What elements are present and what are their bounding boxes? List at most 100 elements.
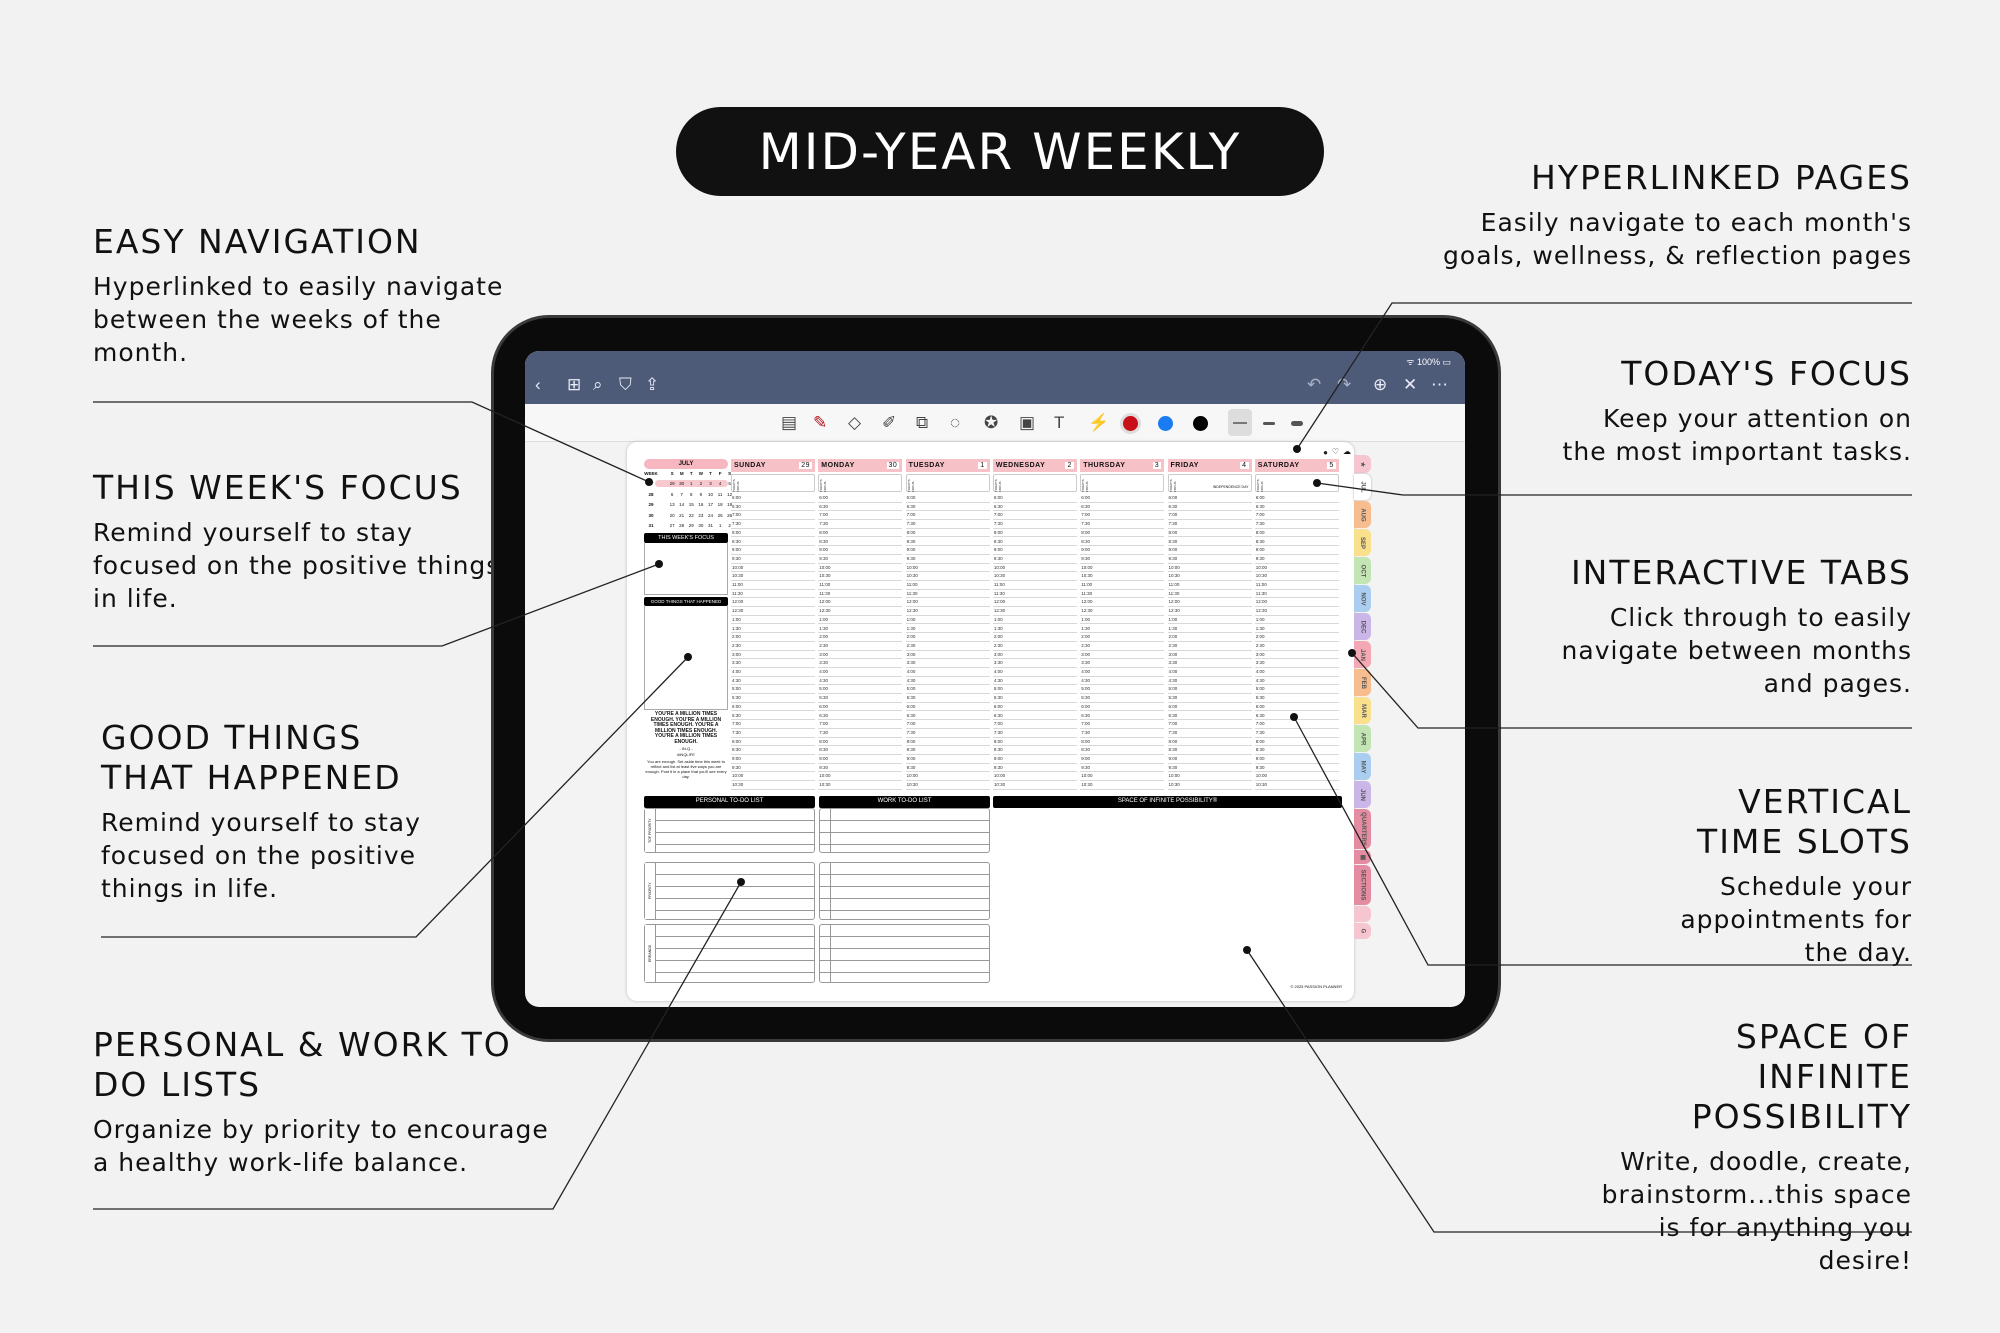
tab-may[interactable]: MAY — [1354, 753, 1371, 780]
time-slot[interactable]: 7:00 — [731, 720, 815, 729]
time-slot[interactable]: 5:00 — [731, 685, 815, 695]
time-slot[interactable]: 10:00 — [1167, 564, 1252, 573]
time-slot[interactable]: 10:30 — [992, 572, 1077, 581]
time-slot[interactable]: 6:00 — [992, 494, 1077, 503]
time-slot[interactable]: 6:00 — [992, 703, 1077, 712]
share-icon[interactable]: ⇪ — [645, 375, 660, 394]
tab-dec[interactable]: DEC — [1354, 613, 1371, 640]
tab-jun[interactable]: JUN — [1354, 781, 1371, 808]
time-slot[interactable]: 6:30 — [992, 712, 1077, 721]
week-link[interactable]: 28 — [648, 491, 654, 497]
personal-list-section[interactable]: PRIORITY — [644, 862, 815, 920]
time-slot[interactable]: 7:00 — [1080, 720, 1165, 729]
time-slot[interactable]: 6:30 — [1080, 503, 1165, 512]
time-slot[interactable]: 6:00 — [731, 703, 815, 712]
pen-icon[interactable]: ✎ — [813, 413, 828, 432]
time-slot[interactable]: 6:30 — [992, 503, 1077, 512]
time-slot[interactable]: 10:30 — [992, 781, 1077, 790]
time-slot[interactable]: 6:30 — [818, 712, 903, 721]
time-slot[interactable]: 3:30 — [1167, 659, 1252, 668]
day-date[interactable]: 5 — [1327, 462, 1336, 469]
time-slot[interactable]: 1:30 — [992, 625, 1077, 634]
time-slot[interactable]: 10:30 — [1080, 572, 1165, 581]
time-slot[interactable]: 12:00 — [1254, 598, 1339, 608]
cloud-icon[interactable]: ☁ — [1343, 447, 1351, 456]
time-slot[interactable]: 10:30 — [731, 781, 815, 790]
time-slot[interactable]: 6:30 — [905, 503, 990, 512]
time-slot[interactable]: 12:30 — [731, 607, 815, 616]
time-slot[interactable]: 10:30 — [905, 781, 990, 790]
time-slot[interactable]: 8:00 — [731, 529, 815, 538]
time-slot[interactable]: 7:00 — [1080, 511, 1165, 521]
time-slot[interactable]: 10:30 — [1254, 781, 1339, 790]
time-slot[interactable]: 1:00 — [905, 616, 990, 625]
time-slot[interactable]: 3:30 — [992, 659, 1077, 668]
heart-icon[interactable]: ♡ — [1331, 447, 1339, 456]
time-slot[interactable]: 11:00 — [992, 581, 1077, 590]
time-slot[interactable]: 10:30 — [818, 781, 903, 790]
time-slot[interactable]: 5:30 — [818, 694, 903, 703]
time-slot[interactable]: 8:00 — [731, 738, 815, 747]
time-slot[interactable]: 4:30 — [818, 677, 903, 686]
time-slot[interactable]: 9:30 — [1167, 764, 1252, 773]
time-slot[interactable]: 6:00 — [1167, 703, 1252, 712]
time-slot[interactable]: 6:30 — [1167, 712, 1252, 721]
time-slot[interactable]: 10:30 — [1167, 572, 1252, 581]
time-slot[interactable]: 6:30 — [1080, 712, 1165, 721]
time-slot[interactable]: 8:30 — [905, 746, 990, 755]
time-slot[interactable]: 12:30 — [992, 607, 1077, 616]
time-slot[interactable]: 1:30 — [1254, 625, 1339, 634]
time-slot[interactable]: 6:30 — [1254, 503, 1339, 512]
tab-favorites[interactable]: ★ — [1354, 455, 1371, 473]
time-slot[interactable]: 2:00 — [992, 633, 1077, 642]
time-slot[interactable]: 1:00 — [731, 616, 815, 625]
time-slot[interactable]: 11:30 — [992, 590, 1077, 599]
sticker-icon[interactable]: ✪ — [984, 413, 999, 432]
time-slot[interactable]: 11:30 — [1167, 590, 1252, 599]
time-slot[interactable]: 1:00 — [992, 616, 1077, 625]
time-slot[interactable]: 7:30 — [905, 520, 990, 529]
time-slot[interactable]: 9:00 — [1254, 546, 1339, 555]
time-slot[interactable]: 10:30 — [1167, 781, 1252, 790]
time-slot[interactable]: 8:00 — [1080, 738, 1165, 747]
color-blue[interactable] — [1158, 416, 1173, 431]
time-slot[interactable]: 11:30 — [1254, 590, 1339, 599]
time-slot[interactable]: 8:30 — [731, 538, 815, 547]
time-slot[interactable]: 6:30 — [818, 503, 903, 512]
tab-sections[interactable]: SECTIONS — [1354, 865, 1371, 905]
time-slot[interactable]: 10:00 — [818, 564, 903, 573]
time-slot[interactable]: 7:30 — [731, 520, 815, 529]
time-slot[interactable]: 4:00 — [905, 668, 990, 677]
time-slot[interactable]: 3:00 — [1080, 651, 1165, 660]
time-slot[interactable]: 12:00 — [1080, 598, 1165, 608]
tab-nov[interactable]: NOV — [1354, 585, 1371, 612]
time-slot[interactable]: 2:30 — [905, 642, 990, 651]
today-focus-box[interactable]: TODAY'S FOCUS INDEPENDENCE DAY — [1167, 474, 1252, 492]
time-slot[interactable]: 10:00 — [1080, 772, 1165, 782]
time-slot[interactable]: 8:30 — [731, 746, 815, 755]
today-focus-box[interactable]: TODAY'S FOCUS — [1254, 474, 1339, 492]
time-slot[interactable]: 1:00 — [818, 616, 903, 625]
shapes-icon[interactable]: ⧉ — [916, 413, 929, 432]
time-slot[interactable]: 7:30 — [1254, 520, 1339, 529]
search-icon[interactable]: ⌕ — [593, 375, 603, 394]
time-slot[interactable]: 9:00 — [1167, 755, 1252, 764]
time-slot[interactable]: 9:30 — [1080, 555, 1165, 564]
today-focus-box[interactable]: TODAY'S FOCUS — [992, 474, 1077, 492]
back-icon[interactable]: ‹ — [535, 375, 541, 394]
time-slot[interactable]: 12:00 — [731, 598, 815, 608]
work-list-section[interactable] — [819, 924, 990, 983]
time-slot[interactable]: 7:00 — [905, 720, 990, 729]
time-slot[interactable]: 11:30 — [905, 590, 990, 599]
time-slot[interactable]: 6:00 — [905, 494, 990, 503]
time-slot[interactable]: 7:30 — [1167, 520, 1252, 529]
time-slot[interactable]: 5:30 — [1167, 694, 1252, 703]
work-list-section[interactable] — [819, 808, 990, 853]
time-slot[interactable]: 1:30 — [731, 625, 815, 634]
time-slot[interactable]: 6:30 — [1167, 503, 1252, 512]
time-slot[interactable]: 11:00 — [905, 581, 990, 590]
time-slot[interactable]: 7:30 — [1080, 520, 1165, 529]
time-slot[interactable]: 2:30 — [1254, 642, 1339, 651]
time-slot[interactable]: 7:30 — [731, 729, 815, 738]
time-slot[interactable]: 12:30 — [1080, 607, 1165, 616]
